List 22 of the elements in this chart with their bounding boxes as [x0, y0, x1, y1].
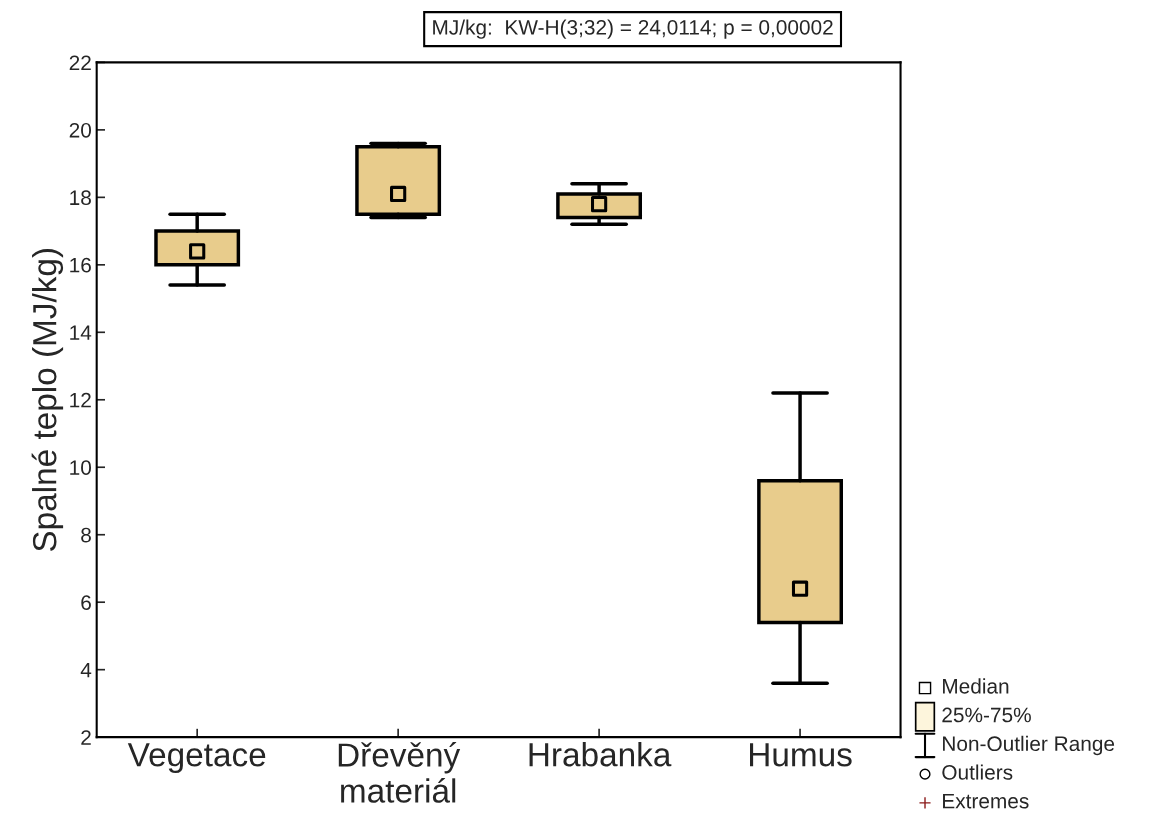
y-tick-label: 14	[70, 325, 92, 340]
y-tick-label: 8	[81, 527, 91, 543]
y-tick-label: 22	[69, 55, 91, 70]
x-tick-label: Dřevěný materiál	[338, 742, 461, 803]
text: Outliers	[942, 764, 1013, 780]
y-tick-label: 10	[70, 460, 92, 476]
text: MJ/kg: KW-H(3;32) = 24,0114; p = 0,00002	[433, 19, 833, 39]
y-axis-title: Spalné teplo (MJ/kg)	[31, 248, 64, 552]
x-tick-label: Humus	[750, 743, 852, 767]
text: Median	[943, 678, 1009, 694]
x-tick-label: Hrabanka	[529, 742, 672, 767]
y-tick-label: 6	[81, 595, 91, 610]
text: 25%-75%	[942, 707, 1031, 723]
y-tick-label: 4	[80, 662, 92, 678]
text: Non-Outlier Range	[943, 735, 1115, 756]
y-tick-label: 20	[69, 122, 92, 138]
y-tick-label: 16	[70, 257, 91, 273]
y-tick-label: 2	[81, 730, 91, 745]
y-tick-label: 12	[70, 392, 91, 408]
text: Extremes	[943, 793, 1029, 809]
x-tick-label: Vegetace	[127, 743, 266, 774]
y-tick-label: 18	[70, 190, 91, 206]
